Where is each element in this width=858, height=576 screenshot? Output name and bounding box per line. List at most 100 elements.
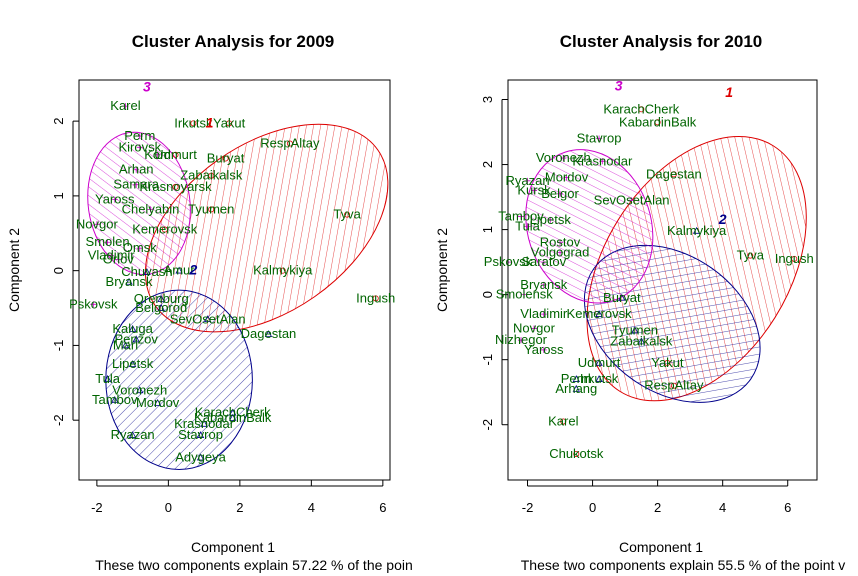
point-label: SevOsetAlan	[594, 192, 670, 207]
y-tick-label: -2	[51, 414, 66, 426]
point-marker	[136, 144, 143, 151]
point-marker	[136, 133, 143, 140]
point-marker	[226, 120, 233, 127]
point-marker	[264, 330, 273, 338]
x-tick-label: 2	[236, 500, 243, 515]
cluster-number: 2	[718, 211, 727, 227]
point-label: Arhang	[555, 381, 597, 396]
point-marker	[143, 268, 151, 275]
point-label: Yaross	[524, 342, 564, 357]
point-marker	[563, 174, 570, 181]
point-marker	[572, 375, 580, 382]
point-label: Mari	[113, 337, 138, 352]
point-label: Novgor	[513, 320, 556, 335]
point-marker	[344, 211, 351, 218]
x-axis-label: Component 1	[191, 539, 275, 555]
point-marker	[518, 213, 525, 220]
point-label: KabardinBalk	[194, 410, 272, 425]
point-label: Perm	[561, 371, 592, 386]
point-marker	[637, 337, 646, 345]
point-marker	[572, 384, 580, 392]
point-label: Tambov	[92, 392, 138, 407]
point-label: Rostov	[540, 235, 581, 250]
point-label: Arhan	[119, 162, 154, 177]
point-marker	[222, 155, 229, 162]
point-label: Kirovsk	[118, 139, 161, 154]
point-label: Smolen	[86, 234, 130, 249]
point-marker	[747, 252, 754, 259]
point-label: KarachCherk	[195, 405, 271, 420]
point-marker	[279, 267, 286, 274]
point-marker	[136, 245, 143, 252]
y-tick-label: 0	[51, 267, 66, 274]
x-tick-label: 0	[165, 500, 172, 515]
point-label: Karel	[548, 413, 578, 428]
point-marker	[104, 239, 111, 246]
point-label: Belgor	[541, 186, 579, 201]
point-marker	[108, 252, 115, 259]
plot-frame	[78, 79, 391, 481]
point-label: Krasnoyarsk	[139, 179, 212, 194]
point-label: Krasnodar	[174, 416, 235, 431]
point-marker	[618, 293, 626, 301]
point-marker	[153, 398, 162, 406]
point-label: Yakut	[651, 355, 684, 370]
point-label: Dagestan	[241, 326, 297, 341]
point-marker	[524, 177, 531, 184]
point-label: Tyumen	[612, 322, 658, 337]
point-label: Mordov	[545, 170, 589, 185]
point-label: KarachCherk	[603, 101, 679, 116]
y-tick-label: -1	[480, 354, 495, 366]
point-marker	[540, 311, 547, 318]
point-marker	[540, 281, 547, 288]
point-label: Kom	[144, 147, 171, 162]
point-marker	[111, 196, 118, 203]
point-marker	[560, 155, 567, 162]
point-marker	[557, 190, 564, 197]
y-tick-label: -2	[480, 419, 495, 431]
point-marker	[573, 450, 580, 457]
point-label: Zabaikalsk	[610, 333, 673, 348]
x-tick-label: 0	[589, 500, 596, 515]
point-marker	[200, 419, 208, 427]
point-label: Saratov	[521, 254, 566, 269]
point-marker	[670, 382, 677, 389]
point-marker	[157, 295, 165, 302]
point-marker	[161, 226, 168, 233]
plot-frame	[507, 79, 818, 481]
point-marker	[524, 223, 531, 230]
y-tick-label: 1	[51, 192, 66, 199]
cluster-ellipse-3	[525, 149, 654, 304]
point-marker	[664, 359, 671, 366]
point-marker	[791, 255, 798, 262]
point-marker	[147, 206, 154, 213]
point-marker	[557, 239, 564, 246]
point-label: Bryansk	[520, 277, 567, 292]
point-marker	[93, 221, 100, 228]
point-label: Yaross	[95, 192, 135, 207]
point-label: Chelyabin	[122, 201, 180, 216]
point-marker	[204, 315, 212, 323]
point-marker	[670, 171, 677, 178]
point-marker	[596, 135, 603, 142]
clusters-layer	[87, 103, 389, 471]
point-label: KabardinBalk	[619, 114, 697, 129]
point-label: Tyva	[737, 248, 765, 263]
point-label: Amur	[164, 263, 196, 278]
point-label: Kursk	[517, 183, 551, 198]
point-label: Kemerovsk	[132, 222, 198, 237]
y-tick-label: -1	[51, 340, 66, 352]
point-label: Chuvash	[121, 264, 172, 279]
point-marker	[654, 119, 661, 126]
chart-panel-2009: Cluster Analysis for 2009 -2 0 2 4 6 -2 -1 0 1 2 K…	[6, 32, 413, 573]
point-label: Penzov	[115, 331, 159, 346]
point-marker	[595, 310, 603, 317]
point-label: Voronezh	[112, 382, 167, 397]
point-marker	[595, 358, 603, 366]
point-marker	[190, 120, 197, 127]
point-marker	[103, 375, 112, 382]
point-marker	[154, 151, 161, 158]
point-marker	[175, 266, 183, 274]
point-label: Novgor	[76, 216, 119, 231]
x-tick-label: 6	[379, 500, 386, 515]
